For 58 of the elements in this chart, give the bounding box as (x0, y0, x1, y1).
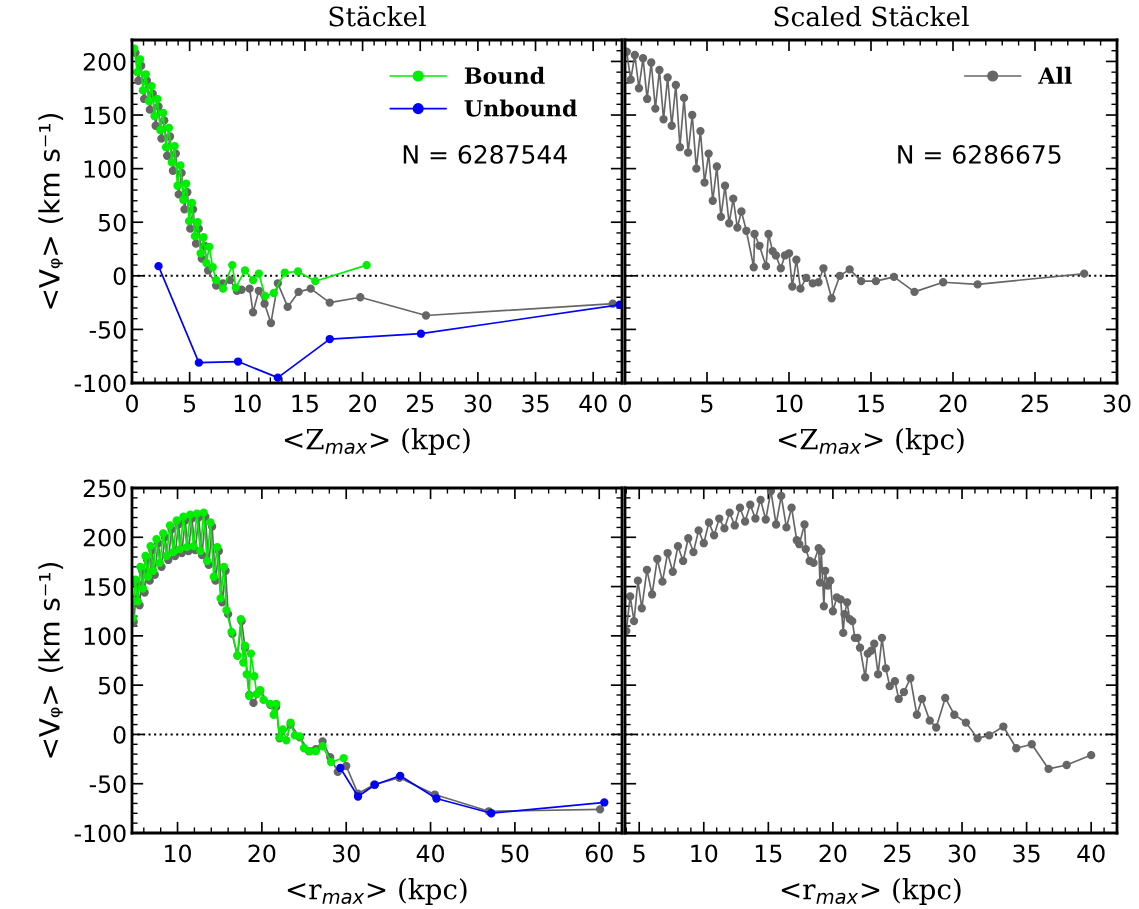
x-tick-label: 60 (585, 844, 613, 863)
x-tick-label: 10 (776, 394, 803, 413)
chart-title: Stäckel (329, 5, 426, 27)
chart-title: Scaled Stäckel (774, 5, 969, 27)
y-tick-label: 200 (83, 528, 126, 547)
y-axis-title: <Vᵩ> (km s⁻¹) (38, 562, 64, 758)
x-tick-label: 5 (633, 844, 645, 863)
y-tick-label: -50 (89, 775, 126, 794)
x-tick-label: 30 (332, 844, 360, 863)
x-tick-label: 20 (819, 844, 847, 863)
x-tick-label: 0 (126, 394, 138, 413)
x-tick-label: 40 (579, 394, 607, 413)
legend-label: All (1038, 66, 1072, 84)
y-tick-label: 200 (83, 52, 126, 71)
x-tick-label: 40 (1077, 844, 1105, 863)
x-tick-label: 5 (701, 394, 713, 413)
x-tick-label: 20 (248, 844, 276, 863)
x-tick-label: 10 (691, 844, 718, 863)
y-tick-label: 0 (113, 725, 126, 744)
y-tick-label: 100 (84, 627, 126, 646)
legend-label: Bound (464, 66, 545, 85)
x-axis-title: <Z$_{max}$> (kpc) (778, 428, 964, 455)
x-tick-label: 40 (416, 844, 445, 863)
x-tick-label: 20 (939, 394, 967, 413)
x-axis-title: <Z$_{max}$> (kpc) (284, 428, 470, 455)
x-tick-label: 15 (858, 394, 884, 413)
y-axis-title: <Vᵩ> (km s⁻¹) (38, 113, 64, 309)
y-tick-label: 150 (84, 106, 126, 125)
x-axis-title: <r$_{max}$> (kpc) (287, 878, 467, 905)
x-tick-label: 25 (1021, 394, 1048, 413)
x-tick-label: 30 (1103, 394, 1131, 413)
y-tick-label: 50 (98, 213, 126, 232)
legend-label: Unbound (464, 99, 577, 117)
x-tick-label: 5 (183, 394, 196, 413)
y-tick-label: 150 (84, 578, 126, 596)
x-tick-label: 35 (522, 394, 549, 413)
annotation: N = 6287544 (403, 144, 567, 164)
y-tick-label: 250 (83, 479, 126, 498)
x-tick-label: 30 (948, 844, 976, 863)
x-tick-label: 20 (349, 394, 377, 413)
y-tick-label: 0 (113, 267, 126, 286)
x-tick-label: 0 (619, 394, 631, 413)
y-tick-label: 50 (98, 676, 126, 695)
x-tick-label: 30 (464, 394, 492, 413)
x-tick-label: 10 (165, 844, 191, 863)
x-tick-label: 25 (884, 844, 911, 863)
y-tick-label: 100 (84, 160, 126, 178)
y-tick-label: -100 (74, 824, 126, 843)
y-tick-label: -50 (89, 320, 126, 339)
x-tick-label: 50 (501, 844, 529, 863)
x-tick-label: 10 (234, 394, 261, 413)
annotation: N = 6286675 (898, 144, 1061, 164)
y-tick-label: -100 (74, 374, 126, 393)
x-axis-title: <r$_{max}$> (kpc) (781, 878, 961, 905)
x-tick-label: 25 (406, 394, 434, 413)
x-tick-label: 15 (755, 844, 782, 863)
x-tick-label: 35 (1013, 844, 1040, 863)
x-tick-label: 15 (292, 394, 318, 413)
